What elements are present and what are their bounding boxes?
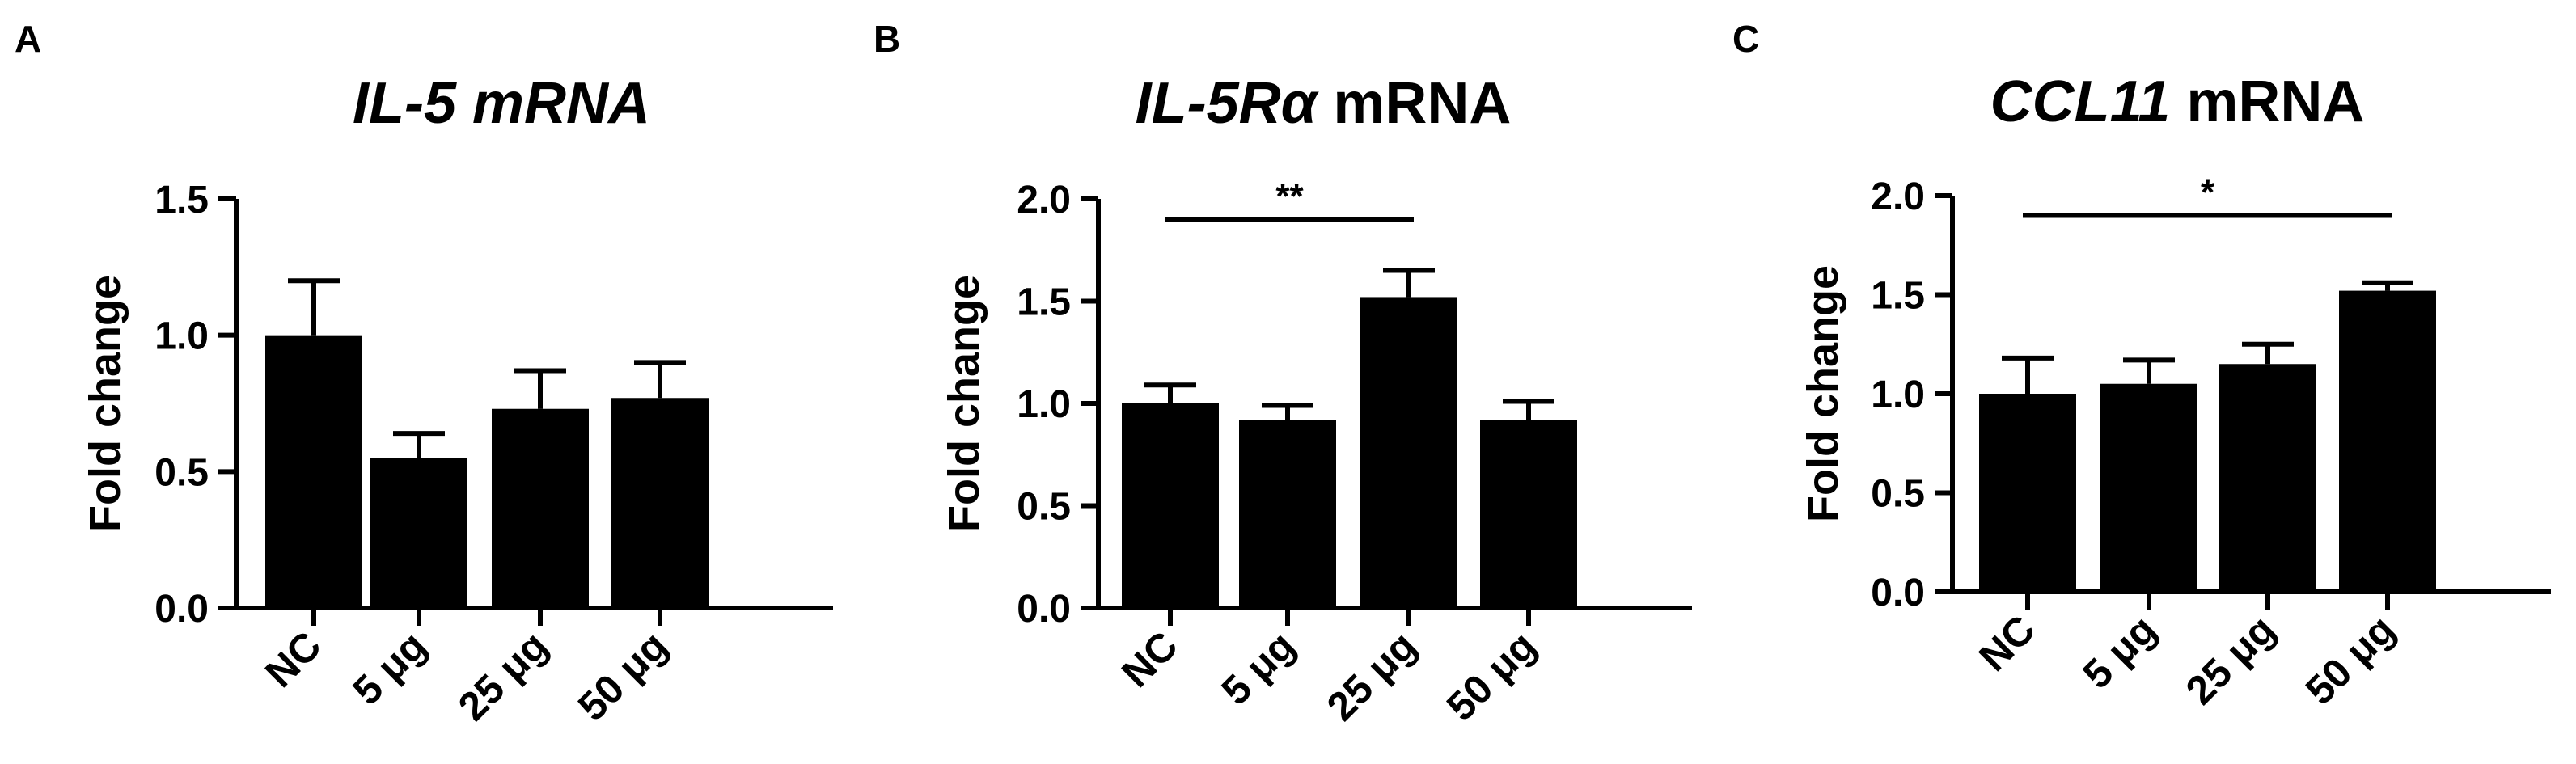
chart-title-suffix: mRNA: [1317, 71, 1511, 136]
panel-label: C: [1732, 18, 1759, 60]
bar: [1480, 420, 1577, 608]
y-tick-label: 0.5: [1871, 473, 1925, 516]
significance-label: **: [1275, 176, 1304, 216]
chart-panel-a: A IL-5 mRNA 0.0 0.5 1.0 1.5 Fold change NC 5 μg 2…: [0, 0, 859, 764]
y-tick-label: 2.0: [1017, 179, 1071, 222]
y-axis-label: Fold change: [940, 275, 988, 532]
y-tick-label: 0.0: [154, 588, 209, 631]
x-tick-label: NC: [256, 623, 330, 696]
bar: [1979, 394, 2076, 592]
x-tick-label: 50 μg: [569, 623, 676, 729]
bar: [265, 335, 362, 608]
chart-title-gene: IL-5Rα: [1136, 71, 1320, 136]
x-tick-label: 5 μg: [2074, 606, 2164, 697]
significance-label: *: [2201, 173, 2215, 213]
chart-panel-b: B IL-5Rα mRNA 0.0 0.5 1.0 1.5 2.0 Fold change NC…: [859, 0, 1718, 764]
chart-title-gene: IL-5 mRNA: [353, 71, 650, 136]
y-tick-label: 0.5: [154, 451, 209, 494]
chart-title: CCL11 mRNA: [1990, 70, 2365, 134]
x-tick-label: 50 μg: [1438, 623, 1545, 729]
bar-chart-svg: B IL-5Rα mRNA 0.0 0.5 1.0 1.5 2.0 Fold change NC…: [873, 18, 1692, 729]
bar: [1122, 403, 1219, 608]
chart-panel-c: C CCL11 mRNA 0.0 0.5 1.0 1.5 2.0 Fold change NC 5…: [1718, 0, 2576, 764]
x-tick-label: 5 μg: [344, 623, 434, 713]
chart-title-gene: CCL11: [1990, 70, 2171, 134]
x-tick-label: NC: [1113, 623, 1186, 696]
y-tick-label: 2.0: [1871, 175, 1925, 218]
x-tick-label: 25 μg: [450, 623, 556, 729]
bar-chart-svg: C CCL11 mRNA 0.0 0.5 1.0 1.5 2.0 Fold change NC 5…: [1732, 18, 2551, 713]
y-axis-label: Fold change: [81, 275, 129, 532]
x-tick-label: 25 μg: [2177, 606, 2284, 713]
y-tick-label: 1.0: [1871, 374, 1925, 416]
y-tick-label: 1.0: [154, 315, 209, 358]
bar: [2339, 290, 2436, 592]
x-tick-label: NC: [1970, 606, 2044, 680]
bar: [2100, 383, 2197, 592]
bar: [492, 408, 589, 608]
bar: [1239, 420, 1336, 608]
chart-title-suffix: mRNA: [2170, 70, 2364, 134]
x-tick-label: 5 μg: [1212, 623, 1303, 713]
x-tick-label: 25 μg: [1318, 623, 1425, 729]
y-tick-label: 0.0: [1871, 572, 1925, 614]
panel-label: A: [15, 18, 41, 60]
panel-label: B: [873, 18, 900, 60]
y-tick-label: 1.5: [1871, 275, 1925, 318]
y-tick-label: 1.5: [1017, 281, 1071, 324]
bar: [1360, 297, 1457, 608]
bar: [611, 398, 709, 608]
y-tick-label: 0.5: [1017, 486, 1071, 529]
chart-title: IL-5 mRNA: [353, 71, 650, 136]
bar: [370, 458, 467, 608]
y-axis-label: Fold change: [1799, 265, 1847, 522]
y-tick-label: 0.0: [1017, 588, 1071, 631]
chart-title: IL-5Rα mRNA: [1136, 71, 1512, 136]
x-tick-label: 50 μg: [2297, 606, 2404, 713]
bar: [2219, 364, 2316, 592]
bar-chart-svg: A IL-5 mRNA 0.0 0.5 1.0 1.5 Fold change NC 5 μg 2…: [15, 18, 833, 729]
y-tick-label: 1.0: [1017, 383, 1071, 426]
y-tick-label: 1.5: [154, 179, 209, 222]
